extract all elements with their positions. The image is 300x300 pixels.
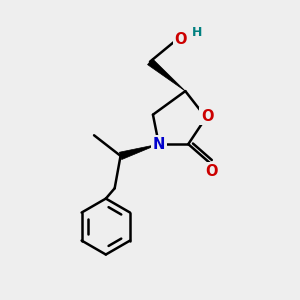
Text: O: O — [201, 109, 214, 124]
Polygon shape — [148, 59, 185, 91]
Text: H: H — [192, 26, 202, 39]
Text: O: O — [175, 32, 187, 47]
Text: O: O — [206, 164, 218, 179]
Text: N: N — [153, 136, 165, 152]
Polygon shape — [119, 144, 159, 160]
